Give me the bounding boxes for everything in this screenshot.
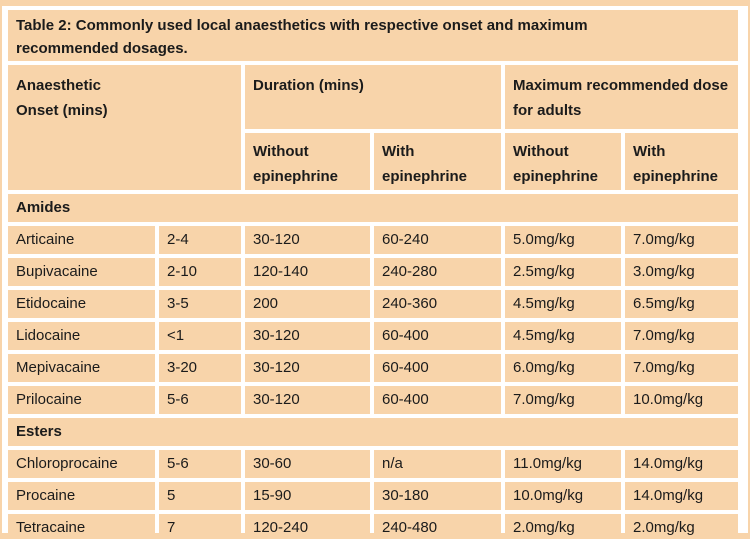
maxdose-without-cell: 10.0mg/kg xyxy=(505,481,621,510)
maxdose-with-cell: 7.0mg/kg xyxy=(625,225,739,254)
maxdose-without-cell: 5.0mg/kg xyxy=(505,225,621,254)
duration-without-cell: 120-140 xyxy=(245,257,370,286)
table-row: Prilocaine 5-6 30-120 60-400 7.0mg/kg 10… xyxy=(8,385,739,414)
onset-cell: 5-6 xyxy=(159,385,241,414)
table-row: Lidocaine <1 30-120 60-400 4.5mg/kg 7.0m… xyxy=(8,321,739,350)
onset-cell: 7 xyxy=(159,513,241,539)
section-header: Esters xyxy=(8,417,739,446)
maxdose-with-cell: 14.0mg/kg xyxy=(625,449,739,478)
header-duration: Duration (mins) xyxy=(245,64,501,129)
maxdose-with-cell: 10.0mg/kg xyxy=(625,385,739,414)
table-row: Bupivacaine 2-10 120-140 240-280 2.5mg/k… xyxy=(8,257,739,286)
duration-with-cell: 240-280 xyxy=(374,257,501,286)
duration-with-cell: 240-480 xyxy=(374,513,501,539)
onset-cell: 3-5 xyxy=(159,289,241,318)
maxdose-without-cell: 7.0mg/kg xyxy=(505,385,621,414)
duration-without-cell: 15-90 xyxy=(245,481,370,510)
drug-name-cell: Etidocaine xyxy=(8,289,155,318)
maxdose-without-cell: 11.0mg/kg xyxy=(505,449,621,478)
maxdose-with-cell: 6.5mg/kg xyxy=(625,289,739,318)
header-row-top: Anaesthetic Onset (mins) Duration (mins)… xyxy=(8,64,739,190)
drug-name-cell: Lidocaine xyxy=(8,321,155,350)
subheader-maxdose-with: With epinephrine xyxy=(625,132,739,190)
section-row-amides: Amides xyxy=(8,193,739,222)
table-row: Articaine 2-4 30-120 60-240 5.0mg/kg 7.0… xyxy=(8,225,739,254)
duration-without-cell: 30-120 xyxy=(245,321,370,350)
drug-name-cell: Prilocaine xyxy=(8,385,155,414)
onset-cell: 3-20 xyxy=(159,353,241,382)
table-row: Chloroprocaine 5-6 30-60 n/a 11.0mg/kg 1… xyxy=(8,449,739,478)
duration-with-cell: n/a xyxy=(374,449,501,478)
anaesthetics-table: Table 2: Commonly used local anaesthetic… xyxy=(4,6,742,539)
duration-without-cell: 200 xyxy=(245,289,370,318)
drug-name-cell: Procaine xyxy=(8,481,155,510)
duration-with-cell: 60-400 xyxy=(374,353,501,382)
table-caption: Table 2: Commonly used local anaesthetic… xyxy=(8,10,739,61)
drug-name-cell: Mepivacaine xyxy=(8,353,155,382)
duration-without-cell: 30-120 xyxy=(245,225,370,254)
onset-cell: 2-4 xyxy=(159,225,241,254)
table-row: Tetracaine 7 120-240 240-480 2.0mg/kg 2.… xyxy=(8,513,739,539)
table-row: Etidocaine 3-5 200 240-360 4.5mg/kg 6.5m… xyxy=(8,289,739,318)
duration-without-cell: 120-240 xyxy=(245,513,370,539)
onset-cell: 5 xyxy=(159,481,241,510)
subheader-duration-without: Without epinephrine xyxy=(245,132,370,190)
duration-with-cell: 60-400 xyxy=(374,385,501,414)
onset-cell: 5-6 xyxy=(159,449,241,478)
duration-without-cell: 30-60 xyxy=(245,449,370,478)
subheader-duration-with: With epinephrine xyxy=(374,132,501,190)
subheader-maxdose-without: Without epinephrine xyxy=(505,132,621,190)
maxdose-with-cell: 14.0mg/kg xyxy=(625,481,739,510)
duration-with-cell: 60-240 xyxy=(374,225,501,254)
maxdose-without-cell: 2.5mg/kg xyxy=(505,257,621,286)
maxdose-without-cell: 4.5mg/kg xyxy=(505,321,621,350)
duration-with-cell: 240-360 xyxy=(374,289,501,318)
maxdose-without-cell: 6.0mg/kg xyxy=(505,353,621,382)
duration-without-cell: 30-120 xyxy=(245,353,370,382)
maxdose-with-cell: 3.0mg/kg xyxy=(625,257,739,286)
onset-cell: 2-10 xyxy=(159,257,241,286)
header-anaesthetic-line2: Onset (mins) xyxy=(16,102,108,119)
section-row-esters: Esters xyxy=(8,417,739,446)
onset-cell: <1 xyxy=(159,321,241,350)
duration-with-cell: 60-400 xyxy=(374,321,501,350)
header-row-sub: Without epinephrine With epinephrine Wit… xyxy=(8,132,739,190)
maxdose-with-cell: 7.0mg/kg xyxy=(625,321,739,350)
maxdose-with-cell: 2.0mg/kg xyxy=(625,513,739,539)
drug-name-cell: Tetracaine xyxy=(8,513,155,539)
drug-name-cell: Chloroprocaine xyxy=(8,449,155,478)
drug-name-cell: Bupivacaine xyxy=(8,257,155,286)
header-max-dose: Maximum recommended dose for adults xyxy=(505,64,739,129)
duration-with-cell: 30-180 xyxy=(374,481,501,510)
maxdose-without-cell: 4.5mg/kg xyxy=(505,289,621,318)
table-row: Mepivacaine 3-20 30-120 60-400 6.0mg/kg … xyxy=(8,353,739,382)
maxdose-with-cell: 7.0mg/kg xyxy=(625,353,739,382)
section-header: Amides xyxy=(8,193,739,222)
drug-name-cell: Articaine xyxy=(8,225,155,254)
duration-without-cell: 30-120 xyxy=(245,385,370,414)
maxdose-without-cell: 2.0mg/kg xyxy=(505,513,621,539)
table-row: Procaine 5 15-90 30-180 10.0mg/kg 14.0mg… xyxy=(8,481,739,510)
caption-row: Table 2: Commonly used local anaesthetic… xyxy=(8,10,739,61)
header-anaesthetic-line1: Anaesthetic xyxy=(16,76,102,94)
header-anaesthetic-onset: Anaesthetic Onset (mins) xyxy=(8,64,241,190)
